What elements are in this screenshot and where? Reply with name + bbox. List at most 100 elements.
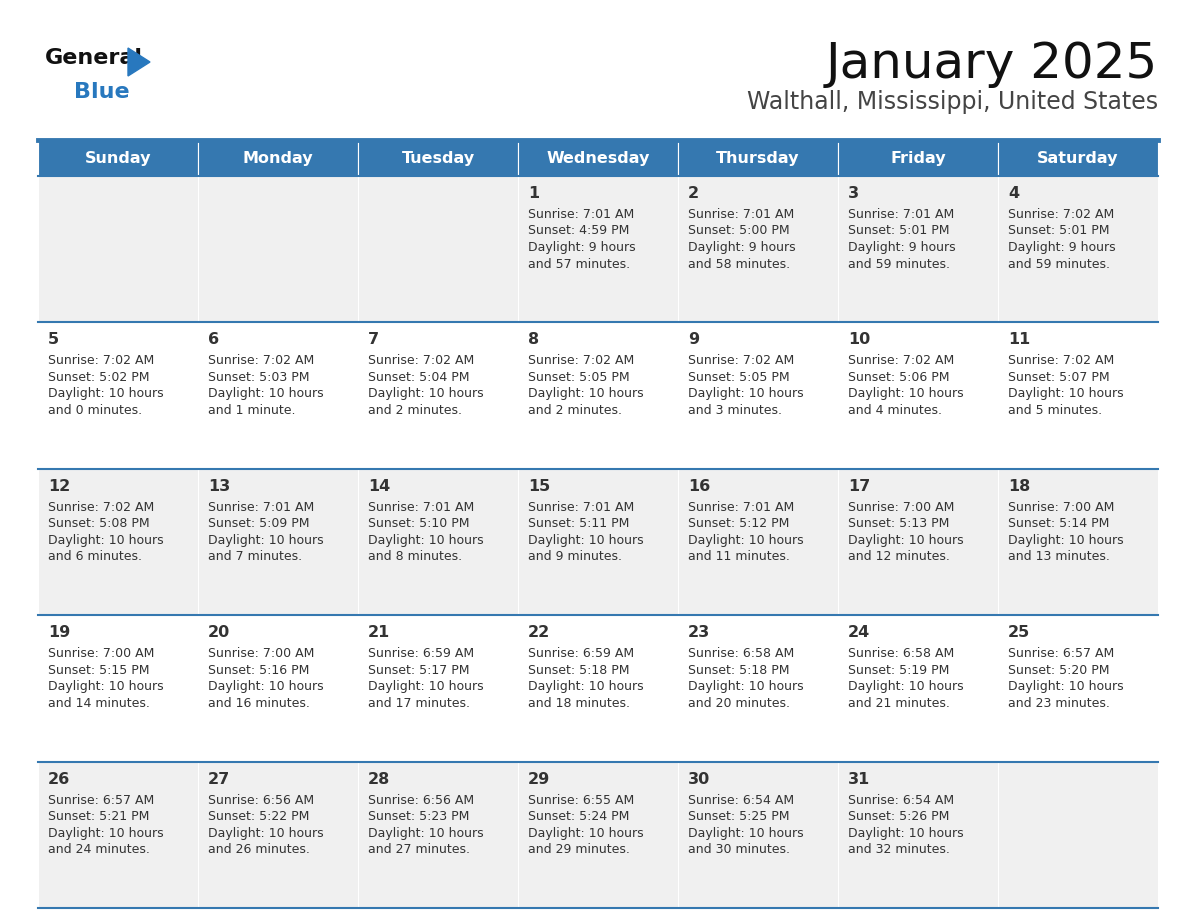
Bar — [838, 176, 998, 322]
Bar — [838, 469, 998, 615]
Bar — [678, 176, 838, 322]
Text: 11: 11 — [1007, 332, 1030, 347]
Text: and 18 minutes.: and 18 minutes. — [527, 697, 630, 710]
Text: Sunrise: 6:55 AM: Sunrise: 6:55 AM — [527, 793, 634, 807]
Text: Daylight: 9 hours: Daylight: 9 hours — [688, 241, 796, 254]
Text: and 7 minutes.: and 7 minutes. — [208, 550, 302, 564]
Text: Daylight: 10 hours: Daylight: 10 hours — [208, 533, 323, 547]
Text: Blue: Blue — [74, 82, 129, 102]
Bar — [838, 762, 998, 908]
Text: and 13 minutes.: and 13 minutes. — [1007, 550, 1110, 564]
Text: 5: 5 — [48, 332, 59, 347]
Text: Wednesday: Wednesday — [546, 151, 650, 165]
Text: Daylight: 10 hours: Daylight: 10 hours — [1007, 387, 1124, 400]
Text: Daylight: 10 hours: Daylight: 10 hours — [688, 387, 803, 400]
Text: 14: 14 — [368, 479, 390, 494]
Text: Sunset: 5:26 PM: Sunset: 5:26 PM — [848, 810, 949, 823]
Text: Sunset: 5:20 PM: Sunset: 5:20 PM — [1007, 664, 1110, 677]
Bar — [38, 176, 198, 322]
Text: Daylight: 10 hours: Daylight: 10 hours — [688, 533, 803, 547]
Text: Sunset: 5:04 PM: Sunset: 5:04 PM — [368, 371, 469, 384]
Bar — [358, 762, 518, 908]
Text: Sunrise: 7:01 AM: Sunrise: 7:01 AM — [208, 501, 315, 514]
Bar — [198, 615, 358, 762]
Text: Sunrise: 6:56 AM: Sunrise: 6:56 AM — [208, 793, 314, 807]
Text: 20: 20 — [208, 625, 230, 640]
Bar — [518, 762, 678, 908]
Text: Sunset: 5:10 PM: Sunset: 5:10 PM — [368, 518, 469, 531]
Text: Daylight: 10 hours: Daylight: 10 hours — [848, 680, 963, 693]
Text: Sunset: 5:03 PM: Sunset: 5:03 PM — [208, 371, 310, 384]
Text: Daylight: 10 hours: Daylight: 10 hours — [368, 387, 484, 400]
Text: 21: 21 — [368, 625, 390, 640]
Text: 26: 26 — [48, 772, 70, 787]
Text: Sunrise: 6:54 AM: Sunrise: 6:54 AM — [688, 793, 794, 807]
Text: 24: 24 — [848, 625, 871, 640]
Bar — [518, 176, 678, 322]
Bar — [358, 615, 518, 762]
Text: 25: 25 — [1007, 625, 1030, 640]
Text: Sunrise: 6:57 AM: Sunrise: 6:57 AM — [48, 793, 154, 807]
Text: 27: 27 — [208, 772, 230, 787]
Text: Daylight: 10 hours: Daylight: 10 hours — [208, 387, 323, 400]
Text: and 59 minutes.: and 59 minutes. — [1007, 258, 1110, 271]
Bar — [838, 140, 998, 176]
Text: Thursday: Thursday — [716, 151, 800, 165]
Text: and 3 minutes.: and 3 minutes. — [688, 404, 782, 417]
Text: Sunrise: 7:02 AM: Sunrise: 7:02 AM — [48, 354, 154, 367]
Text: Daylight: 10 hours: Daylight: 10 hours — [1007, 533, 1124, 547]
Text: Daylight: 10 hours: Daylight: 10 hours — [527, 533, 644, 547]
Text: Sunrise: 7:00 AM: Sunrise: 7:00 AM — [1007, 501, 1114, 514]
Text: Sunset: 5:24 PM: Sunset: 5:24 PM — [527, 810, 630, 823]
Text: and 20 minutes.: and 20 minutes. — [688, 697, 790, 710]
Bar — [518, 615, 678, 762]
Text: Sunrise: 6:59 AM: Sunrise: 6:59 AM — [527, 647, 634, 660]
Text: 23: 23 — [688, 625, 710, 640]
Text: Sunrise: 7:01 AM: Sunrise: 7:01 AM — [527, 208, 634, 221]
Text: Sunrise: 7:02 AM: Sunrise: 7:02 AM — [48, 501, 154, 514]
Text: 2: 2 — [688, 186, 699, 201]
Text: 19: 19 — [48, 625, 70, 640]
Text: Sunset: 5:13 PM: Sunset: 5:13 PM — [848, 518, 949, 531]
Bar — [998, 615, 1158, 762]
Bar — [678, 469, 838, 615]
Text: and 9 minutes.: and 9 minutes. — [527, 550, 623, 564]
Text: 4: 4 — [1007, 186, 1019, 201]
Text: General: General — [45, 48, 143, 68]
Text: and 24 minutes.: and 24 minutes. — [48, 843, 150, 856]
Text: Sunset: 5:18 PM: Sunset: 5:18 PM — [527, 664, 630, 677]
Bar — [198, 762, 358, 908]
Text: Sunset: 5:15 PM: Sunset: 5:15 PM — [48, 664, 150, 677]
Bar — [998, 322, 1158, 469]
Text: Sunrise: 6:56 AM: Sunrise: 6:56 AM — [368, 793, 474, 807]
Text: Sunrise: 7:00 AM: Sunrise: 7:00 AM — [848, 501, 954, 514]
Text: Friday: Friday — [890, 151, 946, 165]
Text: Sunrise: 7:01 AM: Sunrise: 7:01 AM — [848, 208, 954, 221]
Text: Daylight: 10 hours: Daylight: 10 hours — [48, 387, 164, 400]
Text: Daylight: 10 hours: Daylight: 10 hours — [1007, 680, 1124, 693]
Bar — [358, 469, 518, 615]
Text: Sunrise: 7:02 AM: Sunrise: 7:02 AM — [688, 354, 795, 367]
Text: and 1 minute.: and 1 minute. — [208, 404, 296, 417]
Bar — [198, 322, 358, 469]
Text: Sunrise: 6:58 AM: Sunrise: 6:58 AM — [688, 647, 795, 660]
Text: Sunset: 4:59 PM: Sunset: 4:59 PM — [527, 225, 630, 238]
Text: 22: 22 — [527, 625, 550, 640]
Bar — [838, 615, 998, 762]
Text: Sunday: Sunday — [84, 151, 151, 165]
Text: Sunset: 5:12 PM: Sunset: 5:12 PM — [688, 518, 789, 531]
Text: and 23 minutes.: and 23 minutes. — [1007, 697, 1110, 710]
Text: Sunrise: 6:57 AM: Sunrise: 6:57 AM — [1007, 647, 1114, 660]
Text: January 2025: January 2025 — [826, 40, 1158, 88]
Text: 8: 8 — [527, 332, 539, 347]
Text: Sunset: 5:08 PM: Sunset: 5:08 PM — [48, 518, 150, 531]
Text: Sunrise: 7:01 AM: Sunrise: 7:01 AM — [688, 501, 795, 514]
Text: and 29 minutes.: and 29 minutes. — [527, 843, 630, 856]
Bar — [38, 322, 198, 469]
Text: Daylight: 10 hours: Daylight: 10 hours — [48, 826, 164, 840]
Text: Sunrise: 7:02 AM: Sunrise: 7:02 AM — [848, 354, 954, 367]
Text: Sunset: 5:05 PM: Sunset: 5:05 PM — [527, 371, 630, 384]
Text: Tuesday: Tuesday — [402, 151, 474, 165]
Text: Daylight: 10 hours: Daylight: 10 hours — [527, 387, 644, 400]
Text: Daylight: 10 hours: Daylight: 10 hours — [848, 387, 963, 400]
